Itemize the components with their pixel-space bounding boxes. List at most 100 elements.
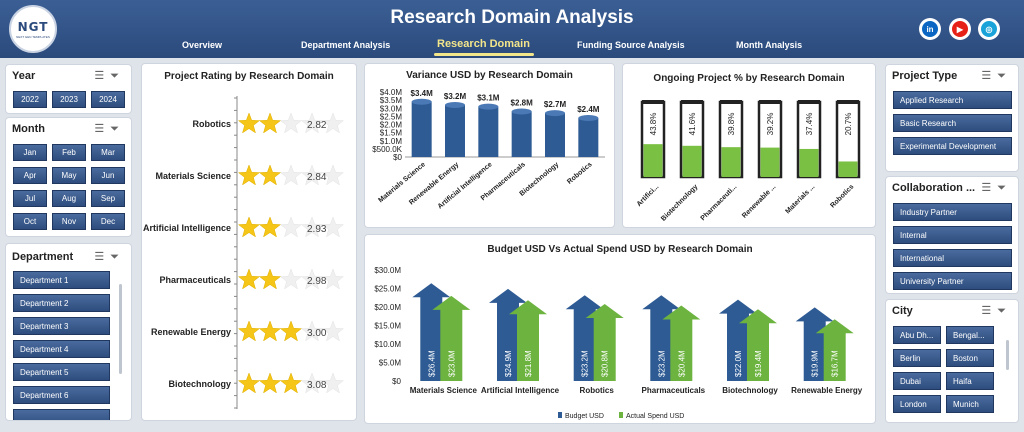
- city-munich-button[interactable]: Munich: [946, 395, 994, 413]
- youtube-button[interactable]: ▶: [949, 18, 971, 40]
- department-5-button[interactable]: Department 5: [13, 363, 110, 381]
- multi-select-icon[interactable]: ☰: [94, 123, 111, 135]
- linkedin-button[interactable]: in: [919, 18, 941, 40]
- city-london-button[interactable]: London: [893, 395, 941, 413]
- actual-spend-value-label: $16.7M: [831, 350, 840, 377]
- month-mar-button[interactable]: Mar: [91, 144, 125, 161]
- city-abu-dhabi-button[interactable]: Abu Dh...: [893, 326, 941, 344]
- clear-filter-icon[interactable]: ⏷: [110, 70, 125, 82]
- clear-filter-icon[interactable]: ⏷: [110, 123, 125, 135]
- multi-select-icon[interactable]: ☰: [981, 182, 998, 194]
- month-aug-button[interactable]: Aug: [52, 190, 86, 207]
- year-2024-button[interactable]: 2024: [91, 91, 125, 108]
- industry-partner-button[interactable]: Industry Partner: [893, 203, 1012, 221]
- year-2022-button[interactable]: 2022: [13, 91, 47, 108]
- basic-research-button[interactable]: Basic Research: [893, 114, 1012, 132]
- month-may-button[interactable]: May: [52, 167, 86, 184]
- city-berlin-button[interactable]: Berlin: [893, 349, 941, 367]
- rating-value-label: 3.00: [307, 328, 327, 339]
- clear-filter-icon[interactable]: ⏷: [997, 70, 1012, 82]
- month-slicer: Month ☰⏷ Jan Feb Mar Apr May Jun Jul Aug…: [5, 117, 132, 237]
- month-jan-button[interactable]: Jan: [13, 144, 47, 161]
- month-oct-button[interactable]: Oct: [13, 213, 47, 230]
- logo: NGT NEXT GEN TEMPLATES: [9, 5, 57, 53]
- budget-ytick-label: $10.0M: [374, 340, 401, 349]
- tab-overview[interactable]: Overview: [182, 40, 223, 50]
- tab-month-analysis[interactable]: Month Analysis: [736, 40, 803, 50]
- slicer-controls: ☰⏷: [94, 122, 125, 136]
- department-6-button[interactable]: Department 6: [13, 386, 110, 404]
- actual-spend-arrow: [815, 319, 854, 381]
- variance-bar-cap: [478, 103, 499, 110]
- actual-spend-arrow: [662, 305, 701, 381]
- website-button[interactable]: ◎: [978, 18, 1000, 40]
- city-slicer: City ☰⏷ Abu Dh... Bengal... Berlin Bosto…: [885, 299, 1019, 423]
- month-jun-button[interactable]: Jun: [91, 167, 125, 184]
- month-sep-button[interactable]: Sep: [91, 190, 125, 207]
- applied-research-button[interactable]: Applied Research: [893, 91, 1012, 109]
- variance-bar: [545, 113, 565, 157]
- budget-card: Budget USD Vs Actual Spend USD by Resear…: [364, 234, 876, 424]
- rating-star: [258, 164, 282, 186]
- tab-research-domain[interactable]: Research Domain: [437, 38, 530, 50]
- internal-button[interactable]: Internal: [893, 226, 1012, 244]
- international-button[interactable]: International: [893, 249, 1012, 267]
- multi-select-icon[interactable]: ☰: [981, 70, 998, 82]
- ongoing-chart: 43.8% Artifici... 41.6% Biotechnology 39.8% P…: [636, 100, 861, 223]
- city-slicer-title: City: [892, 305, 913, 317]
- department-1-button[interactable]: Department 1: [13, 271, 110, 289]
- department-2-button[interactable]: Department 2: [13, 294, 110, 312]
- actual-spend-arrow: [509, 300, 547, 381]
- city-scrollbar[interactable]: [1006, 340, 1009, 370]
- month-nov-button[interactable]: Nov: [52, 213, 86, 230]
- variance-bar-cap: [511, 108, 532, 115]
- month-feb-button[interactable]: Feb: [52, 144, 86, 161]
- slicer-controls: ☰⏷: [981, 69, 1012, 83]
- rating-value-label: 3.08: [307, 380, 327, 391]
- budget-chart: $30.0M $25.0M $20.0M $15.0M $10.0M $5.0M $0 $26…: [374, 266, 862, 420]
- clear-filter-icon[interactable]: ⏷: [997, 305, 1012, 317]
- city-bengaluru-button[interactable]: Bengal...: [946, 326, 994, 344]
- variance-ytick-label: $3.0M: [380, 104, 403, 113]
- actual-spend-value-label: $19.4M: [754, 350, 763, 377]
- multi-select-icon[interactable]: ☰: [94, 70, 111, 82]
- experimental-development-button[interactable]: Experimental Development: [893, 137, 1012, 155]
- city-haifa-button[interactable]: Haifa: [946, 372, 994, 390]
- department-4-button[interactable]: Department 4: [13, 340, 110, 358]
- rating-star: [258, 268, 282, 290]
- tab-department-analysis[interactable]: Department Analysis: [301, 40, 391, 50]
- city-dubai-button[interactable]: Dubai: [893, 372, 941, 390]
- year-slicer: Year ☰⏷ 2022 2023 2024: [5, 64, 132, 114]
- budget-ytick-label: $25.0M: [374, 285, 401, 294]
- linkedin-icon: in: [922, 21, 938, 37]
- month-apr-button[interactable]: Apr: [13, 167, 47, 184]
- university-partner-button[interactable]: University Partner: [893, 272, 1012, 290]
- department-3-button[interactable]: Department 3: [13, 317, 110, 335]
- rating-value-label: 2.98: [307, 276, 327, 287]
- variance-ytick-label: $4.0M: [380, 88, 403, 97]
- month-dec-button[interactable]: Dec: [91, 213, 125, 230]
- ongoing-category-label: Renewable ...: [741, 183, 777, 219]
- multi-select-icon[interactable]: ☰: [94, 251, 111, 263]
- rating-star: [279, 112, 303, 134]
- clear-filter-icon[interactable]: ⏷: [997, 182, 1012, 194]
- multi-select-icon[interactable]: ☰: [981, 305, 998, 317]
- budget-category-label: Pharmaceuticals: [642, 386, 706, 395]
- actual-spend-value-label: $20.8M: [601, 350, 610, 377]
- legend-actual-swatch: [619, 412, 623, 418]
- department-scrollbar[interactable]: [119, 284, 122, 374]
- month-jul-button[interactable]: Jul: [13, 190, 47, 207]
- city-boston-button[interactable]: Boston: [946, 349, 994, 367]
- department-slicer-title: Department: [12, 251, 74, 263]
- department-7-button[interactable]: [13, 409, 110, 420]
- rating-category-label: Materials Science: [155, 171, 231, 181]
- tab-funding-source-analysis[interactable]: Funding Source Analysis: [577, 40, 685, 50]
- clear-filter-icon[interactable]: ⏷: [110, 251, 125, 263]
- logo-subtext: NEXT GEN TEMPLATES: [16, 34, 50, 39]
- budget-value-label: $22.0M: [734, 350, 743, 377]
- year-2023-button[interactable]: 2023: [52, 91, 86, 108]
- budget-ytick-label: $15.0M: [374, 322, 401, 331]
- ongoing-bar-cap: [720, 100, 742, 104]
- collaboration-slicer-title: Collaboration ...: [892, 182, 976, 194]
- rating-star: [279, 268, 303, 290]
